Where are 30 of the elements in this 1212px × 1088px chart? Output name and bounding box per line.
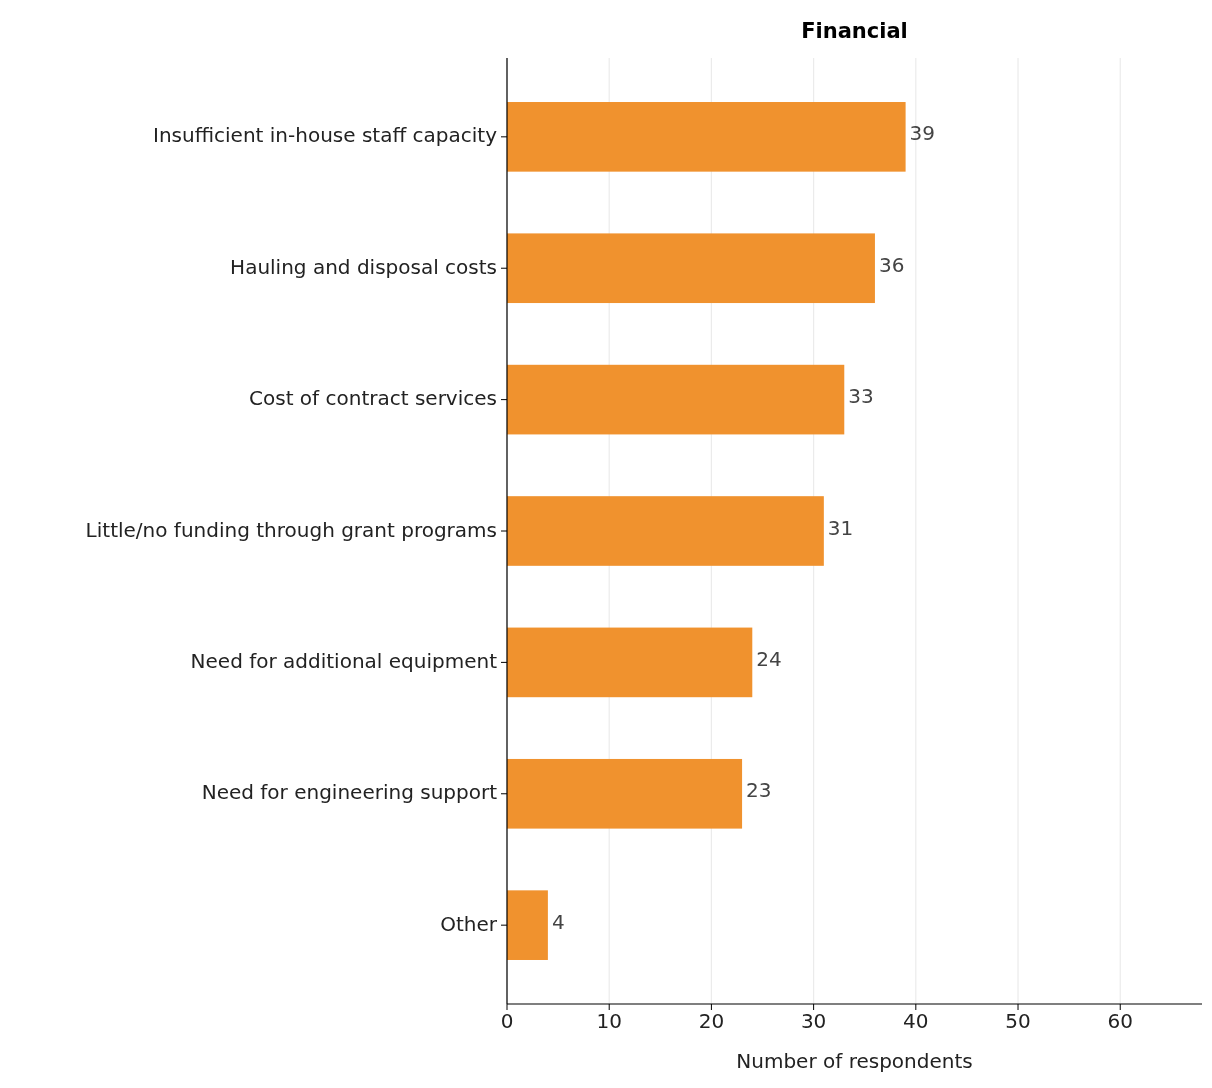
- x-tick-label: 20: [698, 1009, 725, 1033]
- x-tick-label: 10: [596, 1009, 622, 1033]
- data-label: 33: [848, 384, 874, 409]
- x-axis-title: Number of respondents: [736, 1049, 973, 1073]
- x-tick-label: 0: [500, 1009, 514, 1033]
- x-tick-label: 60: [1107, 1009, 1133, 1033]
- y-tick-label: Need for engineering support: [201, 780, 498, 805]
- bar: [507, 233, 875, 304]
- x-tick-label: 30: [800, 1009, 827, 1033]
- data-label: 36: [878, 252, 905, 277]
- y-tick-label: Insufficient in-house staff capacity: [153, 123, 498, 148]
- bar: [507, 758, 743, 829]
- y-tick-label: Hauling and disposal costs: [230, 254, 497, 279]
- bar: [507, 496, 824, 566]
- bar: [507, 364, 845, 435]
- bar: [507, 627, 753, 698]
- y-tick-label: Little/no funding through grant programs: [85, 517, 497, 542]
- chart-title: Financial: [801, 19, 908, 43]
- data-label: 31: [827, 515, 854, 540]
- bar: [507, 890, 548, 960]
- bar: [507, 102, 906, 172]
- y-tick-label: Other: [440, 911, 498, 936]
- data-label: 23: [746, 778, 772, 803]
- data-label: 39: [909, 121, 936, 146]
- x-tick-label: 40: [903, 1009, 929, 1033]
- x-tick-label: 50: [1005, 1009, 1031, 1033]
- y-tick-label: Need for additional equipment: [190, 648, 498, 673]
- y-tick-label: Cost of contract services: [249, 386, 497, 411]
- data-label: 24: [756, 646, 782, 671]
- data-label: 4: [551, 909, 565, 934]
